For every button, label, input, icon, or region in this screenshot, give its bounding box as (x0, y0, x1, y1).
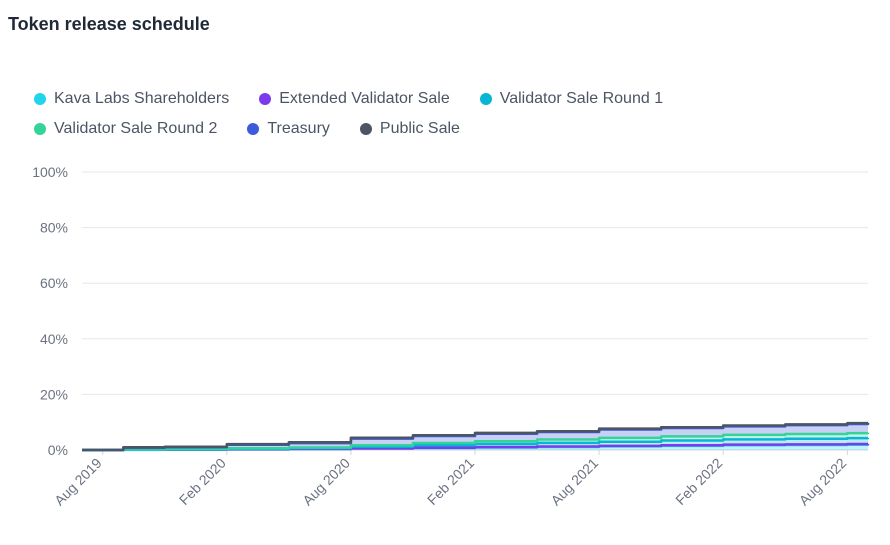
legend-label: Validator Sale Round 2 (54, 120, 218, 137)
legend-row-2: Validator Sale Round 2 Treasury Public S… (34, 114, 754, 144)
line-public-sale (82, 421, 870, 452)
legend-dot (34, 93, 46, 105)
x-tick-label: Feb 2021 (424, 455, 477, 508)
legend-dot (247, 123, 260, 135)
legend-row-1: Kava Labs Shareholders Extended Validato… (34, 84, 754, 114)
x-tick-label: Aug 2022 (796, 455, 850, 509)
legend-label: Public Sale (379, 120, 460, 137)
legend-dot (34, 123, 46, 135)
x-tick-label: Feb 2022 (672, 455, 725, 508)
x-tick-label: Aug 2021 (548, 455, 602, 509)
legend-item-public-sale[interactable]: Public Sale (359, 120, 460, 138)
chart-title: Token release schedule (8, 14, 210, 34)
legend-label: Kava Labs Shareholders (54, 90, 230, 107)
y-tick-label: 40% (40, 331, 68, 347)
legend-dot (259, 93, 272, 105)
y-tick-label: 100% (32, 164, 68, 180)
legend-label: Treasury (267, 120, 330, 137)
legend-dot (359, 123, 372, 135)
legend-label: Validator Sale Round 1 (499, 90, 664, 107)
legend-item-kava-labs-shareholders[interactable]: Kava Labs Shareholders (34, 90, 229, 108)
legend-dot (479, 93, 492, 105)
y-tick-label: 60% (40, 275, 68, 291)
legend-item-treasury[interactable]: Treasury (247, 120, 330, 138)
legend-label: Extended Validator Sale (279, 90, 450, 107)
chart-legend: Kava Labs Shareholders Extended Validato… (34, 84, 754, 144)
x-tick-label: Aug 2019 (51, 455, 105, 509)
x-tick-label: Aug 2020 (299, 455, 353, 509)
line-validator-sale-round-2 (82, 431, 870, 452)
legend-item-extended-validator-sale[interactable]: Extended Validator Sale (259, 90, 450, 108)
y-tick-label: 80% (40, 220, 68, 236)
y-tick-label: 20% (40, 386, 68, 402)
x-tick-label: Feb 2020 (176, 455, 229, 508)
legend-item-validator-sale-round-2[interactable]: Validator Sale Round 2 (34, 120, 217, 138)
legend-item-validator-sale-round-1[interactable]: Validator Sale Round 1 (479, 90, 664, 108)
y-tick-label: 0% (48, 442, 68, 458)
